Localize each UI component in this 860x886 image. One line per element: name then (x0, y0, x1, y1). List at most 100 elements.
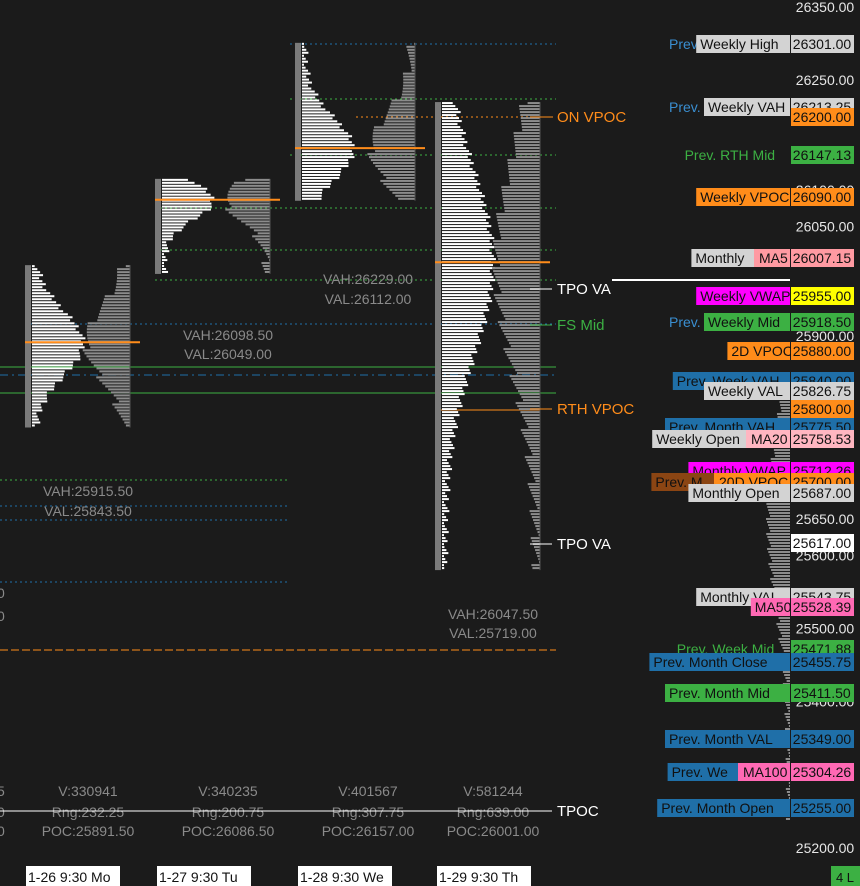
tpo-row (162, 226, 184, 229)
tpo-row (442, 186, 477, 189)
volume-bar (403, 78, 415, 81)
price-badge-bg (791, 146, 854, 164)
tpo-row (442, 531, 449, 534)
tpo-row (32, 325, 79, 328)
tpo-row (442, 474, 449, 477)
tpo-row (32, 349, 79, 352)
volume-bar (504, 210, 540, 213)
volume-bar (516, 156, 540, 159)
price-badge-bg (791, 287, 854, 305)
tpo-row (442, 201, 484, 204)
volume-bar (118, 412, 130, 415)
price-label-bg (704, 382, 790, 400)
tpo-row (302, 78, 310, 81)
axis-volume-bar (771, 569, 790, 571)
volume-bar (89, 343, 130, 346)
volume-bar (385, 117, 415, 120)
volume-bar (260, 244, 270, 247)
tpo-row (302, 63, 304, 66)
volume-bar (507, 159, 540, 162)
volume-bar (373, 129, 415, 132)
axis-volume-bar (787, 749, 790, 751)
volume-bar (527, 102, 540, 105)
volume-bar (387, 111, 415, 114)
volume-bar (495, 297, 540, 300)
volume-bar (402, 72, 415, 75)
tpo-row (442, 519, 449, 522)
volume-bar (531, 492, 540, 495)
volume-bar (406, 45, 415, 48)
tpo-row (442, 279, 496, 282)
volume-bar (411, 69, 415, 72)
axis-volume-bar (788, 782, 790, 784)
tpo-row (442, 492, 446, 495)
tpo-row (302, 54, 304, 57)
volume-bar (499, 231, 540, 234)
volume-bar (522, 129, 540, 132)
tpo-row (442, 411, 459, 414)
volume-bar (105, 385, 130, 388)
tpo-row (302, 66, 306, 69)
tpo-row (442, 435, 456, 438)
tpo-row (442, 144, 464, 147)
volume-bar (409, 57, 415, 60)
axis-volume-bar (787, 707, 790, 709)
axis-volume-bar (788, 710, 790, 712)
volume-bar (508, 168, 540, 171)
tpo-row (442, 195, 485, 198)
tpo-row (162, 262, 164, 265)
axis-volume-bar (772, 584, 790, 586)
volume-bar (509, 177, 540, 180)
volume-bar (383, 182, 415, 185)
price-badge-value: 26200.00 (793, 109, 852, 125)
price-label: Prev. Month Open (661, 800, 774, 816)
price-label-bg (704, 313, 790, 331)
axis-volume-bar (768, 524, 790, 526)
price-label: Monthly Open (692, 485, 779, 501)
tpo-row (442, 174, 479, 177)
tpo-row (442, 318, 486, 321)
volume-bar (496, 279, 540, 282)
axis-volume-bar (784, 713, 790, 715)
axis-volume-bar (778, 617, 790, 619)
tpo-row (442, 567, 445, 570)
volume-bar (530, 489, 540, 492)
tpo-row (442, 507, 448, 510)
volume-bar (102, 373, 130, 376)
axis-volume-bar (769, 512, 790, 514)
price-axis-tick: 25650.00 (796, 511, 855, 527)
volume-bar (228, 190, 270, 193)
tpo-row (32, 418, 39, 421)
tpo-row (442, 369, 470, 372)
tpo-row (442, 285, 492, 288)
volume-bar (375, 165, 415, 168)
axis-volume-bar (786, 761, 790, 763)
volume-bar (509, 180, 540, 183)
volume-bar (531, 516, 540, 519)
volume-bar (227, 196, 270, 199)
tpo-row (442, 477, 451, 480)
axis-volume-bar (785, 818, 790, 820)
volume-bar (528, 426, 540, 429)
tpo-row (162, 208, 211, 211)
volume-bar (392, 191, 415, 194)
tpo-row (32, 337, 86, 340)
volume-bar (505, 336, 540, 339)
price-badge-value: 25918.50 (793, 314, 852, 330)
volume-bar (530, 468, 540, 471)
volume-bar (112, 403, 130, 406)
session-poc: POC:26086.50 (182, 823, 275, 839)
volume-bar (117, 271, 130, 274)
volume-bar (408, 51, 415, 54)
volume-bar (102, 382, 130, 385)
tpo-row (32, 415, 38, 418)
volume-bar (493, 243, 540, 246)
axis-volume-bar (781, 410, 790, 412)
volume-bar (255, 238, 270, 241)
volume-bar (515, 150, 540, 153)
volume-bar (533, 546, 540, 549)
volume-bar (501, 237, 540, 240)
tpo-row (442, 288, 494, 291)
